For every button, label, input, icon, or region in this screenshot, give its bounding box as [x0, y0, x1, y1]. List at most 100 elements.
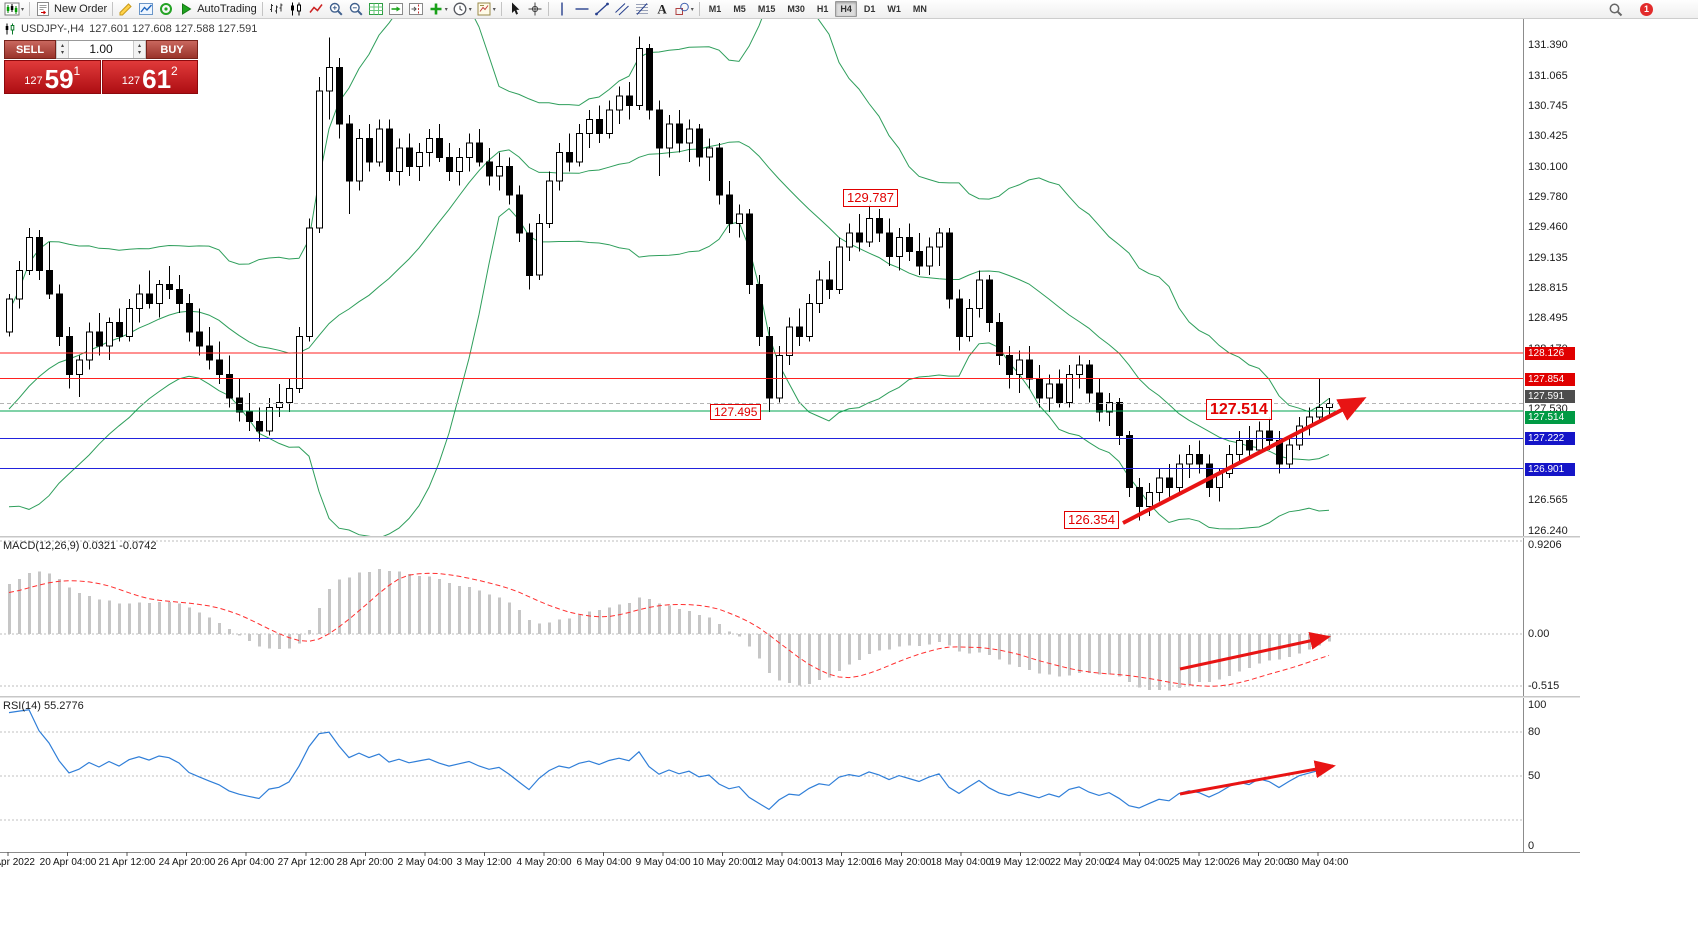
market-watch-button[interactable] [136, 1, 156, 18]
price-label-annotation[interactable]: 126.354 [1064, 511, 1119, 529]
time-axis-label: 3 May 12:00 [456, 857, 512, 868]
timeframe-h1-button[interactable]: H1 [816, 4, 829, 14]
arrows-shapes-button[interactable]: ▾ [672, 1, 696, 18]
chevron-down-icon[interactable]: ▾ [468, 6, 472, 13]
volume-field[interactable]: ▴ ▾ 1.00 ▴ ▾ [56, 40, 146, 59]
expert-status-button[interactable] [156, 1, 176, 18]
macd-histogram-bar [318, 607, 321, 634]
macd-histogram-bar [448, 583, 451, 634]
buy-price-tile[interactable]: 127 61 2 [101, 60, 198, 94]
green-rings-icon [158, 1, 174, 17]
sell-button[interactable]: SELL [4, 40, 56, 59]
horizontal-line-button[interactable] [572, 1, 592, 18]
zoom-out-button[interactable] [346, 1, 366, 18]
price-label-annotation[interactable]: 127.514 [1206, 399, 1272, 421]
one-click-trading-panel: SELL ▴ ▾ 1.00 ▴ ▾ BUY 127 59 1 127 61 2 [4, 40, 198, 94]
macd-scale-label: 0.9206 [1528, 539, 1562, 551]
templates-button[interactable]: ▾ [474, 1, 498, 18]
time-axis-label: 27 Apr 12:00 [277, 857, 335, 868]
macd-histogram-bar [758, 634, 761, 659]
timeframe-m1-button[interactable]: M1 [708, 4, 722, 14]
volume-spinner-left[interactable]: ▴ ▾ [56, 41, 69, 58]
vertical-line-button[interactable] [552, 1, 572, 18]
toolbar-separator [547, 2, 549, 16]
timeframe-m15-button[interactable]: M15 [757, 4, 776, 14]
auto-scroll-button[interactable] [386, 1, 406, 18]
fibonacci-retracement-button[interactable] [632, 1, 652, 18]
price-badge: 127.854 [1525, 373, 1575, 386]
macd-histogram-bar [98, 599, 101, 634]
text-button[interactable]: A [652, 1, 672, 18]
volume-value[interactable]: 1.00 [89, 42, 113, 56]
time-axis-label: 18 May 04:00 [930, 857, 992, 868]
macd-histogram-bar [148, 602, 151, 634]
new-chart-button[interactable]: ▾ [2, 1, 26, 18]
cursor-button[interactable] [505, 1, 525, 18]
trend-arrow[interactable] [1179, 760, 1336, 796]
panel-separator[interactable] [0, 536, 1580, 538]
search-icon [1608, 2, 1624, 18]
chevron-down-icon[interactable]: ▾ [492, 6, 496, 13]
macd-histogram-bar [1038, 634, 1041, 674]
macd-histogram-bar [268, 634, 271, 649]
search-button[interactable] [1606, 1, 1626, 18]
timeframe-m30-button[interactable]: M30 [787, 4, 805, 14]
panel-separator[interactable] [0, 696, 1580, 698]
toolbar-separator [112, 2, 114, 16]
bollinger-lower-band [8, 207, 1330, 536]
chart-shift-button[interactable] [406, 1, 426, 18]
price-axis-label: 126.565 [1528, 494, 1568, 506]
chevron-down-icon[interactable]: ▾ [690, 6, 694, 13]
timeframe-w1-button[interactable]: W1 [887, 4, 901, 14]
macd-histogram-bar [388, 571, 391, 634]
zoom-in-button[interactable] [326, 1, 346, 18]
volume-spinner-right[interactable]: ▴ ▾ [133, 41, 146, 58]
chevron-down-icon[interactable]: ▾ [444, 6, 448, 13]
buy-button[interactable]: BUY [146, 40, 198, 59]
periods-button[interactable]: ▾ [450, 1, 474, 18]
macd-histogram-bar [438, 579, 441, 634]
spinner-down-icon[interactable]: ▾ [137, 49, 141, 56]
indicators-button[interactable]: ▾ [426, 1, 450, 18]
macd-histogram-bar [568, 618, 571, 634]
price-badge: 128.126 [1525, 347, 1575, 360]
timeframe-m5-button[interactable]: M5 [733, 4, 746, 14]
macd-histogram-bar [358, 572, 361, 634]
macd-histogram-bar [348, 577, 351, 634]
macd-histogram-bar [198, 612, 201, 634]
price-axis-label: 129.135 [1528, 252, 1568, 264]
spinner-up-icon[interactable]: ▴ [137, 42, 141, 49]
notification-badge[interactable]: 1 [1640, 3, 1653, 16]
chart-line-button[interactable] [306, 1, 326, 18]
macd-panel[interactable] [8, 569, 1331, 691]
timeframe-mn-button[interactable]: MN [912, 4, 927, 14]
time-axis-label: 16 May 20:00 [870, 857, 932, 868]
sell-price-tile[interactable]: 127 59 1 [4, 60, 101, 94]
autotrading-button[interactable]: AutoTrading [176, 1, 259, 18]
macd-histogram-bar [248, 634, 251, 642]
new-order-button[interactable]: New Order [33, 1, 109, 18]
timeframe-h4-button[interactable]: H4 [835, 1, 857, 17]
price-label-annotation[interactable]: 129.787 [843, 189, 898, 207]
chart-candles-button[interactable] [286, 1, 306, 18]
spinner-up-icon[interactable]: ▴ [60, 42, 64, 49]
trendline-button[interactable] [592, 1, 612, 18]
chart-bars-button[interactable] [266, 1, 286, 18]
metaeditor-button[interactable] [116, 1, 136, 18]
macd-histogram-bar [1198, 634, 1201, 683]
timeframe-d1-button[interactable]: D1 [863, 4, 876, 14]
main-chart-canvas[interactable] [0, 0, 1523, 538]
price-label-annotation[interactable]: 127.495 [710, 404, 762, 421]
chevron-down-icon[interactable]: ▾ [21, 6, 25, 13]
spinner-down-icon[interactable]: ▾ [60, 49, 64, 56]
macd-histogram-bar [968, 634, 971, 654]
macd-histogram-bar [258, 634, 261, 647]
crosshair-button[interactable] [525, 1, 545, 18]
trend-arrow[interactable] [1179, 632, 1331, 671]
equidistant-channel-button[interactable] [612, 1, 632, 18]
tile-windows-button[interactable] [366, 1, 386, 18]
candles2-icon [288, 1, 304, 17]
macd-histogram-bar [128, 603, 131, 634]
trend-arrow[interactable] [1122, 397, 1367, 525]
